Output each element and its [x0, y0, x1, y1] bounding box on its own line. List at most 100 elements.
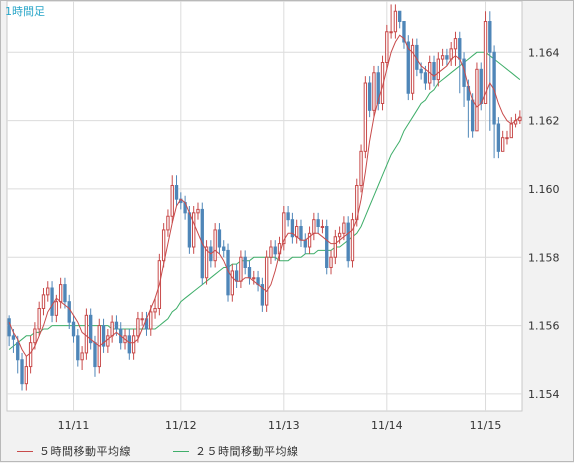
candle-body	[161, 229, 166, 262]
candle	[359, 144, 363, 193]
candle	[488, 11, 492, 131]
candle	[325, 219, 329, 275]
candle	[389, 4, 393, 39]
candle	[213, 223, 217, 268]
candle-body	[196, 208, 200, 214]
candle-body	[483, 21, 488, 104]
candle-body	[329, 256, 333, 268]
candle-body	[470, 99, 475, 132]
candle-body	[307, 232, 312, 248]
candle-body	[312, 219, 316, 234]
candle	[84, 308, 89, 360]
candle	[264, 250, 269, 312]
candle	[196, 202, 200, 220]
candle-body	[337, 232, 342, 238]
candle-body	[260, 284, 265, 306]
candle	[28, 335, 33, 374]
candle	[80, 346, 84, 370]
candle	[166, 209, 170, 237]
candle	[260, 277, 265, 312]
candle	[367, 76, 372, 118]
legend-item-ma5: ５時間移動平均線	[17, 443, 131, 459]
candle	[436, 52, 440, 87]
candle-body	[230, 270, 234, 296]
candle-body	[7, 318, 11, 337]
legend-item-ma25: ２５時間移動平均線	[173, 443, 299, 459]
candle-body	[252, 277, 256, 280]
candle-body	[247, 267, 252, 279]
candle	[37, 301, 41, 336]
candle	[161, 223, 166, 268]
candle-body	[440, 55, 445, 60]
candle	[170, 175, 174, 224]
y-tick-label: 1.160	[528, 183, 560, 196]
candle-body	[432, 62, 436, 81]
candle	[16, 335, 20, 374]
candle-body	[367, 82, 372, 111]
ma25-polyline	[8, 51, 521, 350]
candle	[398, 10, 402, 29]
candle-body	[269, 246, 273, 258]
candle	[140, 311, 144, 326]
candle-body	[204, 246, 209, 279]
legend-label-ma25: ２５時間移動平均線	[195, 445, 299, 458]
y-tick-label: 1.154	[528, 388, 560, 401]
candle-body	[402, 21, 406, 43]
timeframe-label: 1時間足	[5, 5, 45, 18]
candle-body	[41, 294, 46, 310]
candle	[410, 38, 415, 101]
y-tick-label: 1.156	[528, 320, 560, 333]
candle-body	[136, 318, 140, 337]
candle-body	[505, 137, 509, 140]
candle	[217, 223, 222, 254]
legend-label-ma5: ５時間移動平均線	[39, 445, 131, 458]
candle-body	[295, 226, 299, 238]
candle	[475, 62, 479, 132]
candle-body	[385, 31, 389, 63]
candle-body	[239, 256, 243, 282]
candle-body	[372, 72, 376, 111]
candle	[363, 76, 368, 159]
candle-body	[170, 185, 174, 217]
candle	[350, 212, 355, 268]
candle-body	[217, 229, 222, 248]
candle-body	[187, 212, 192, 248]
candle-body	[475, 68, 479, 132]
candle-body	[320, 226, 325, 228]
candle-body	[496, 123, 501, 152]
candle-body	[20, 359, 24, 385]
candle	[127, 329, 131, 360]
candle-body	[509, 123, 513, 139]
candle-body	[127, 335, 131, 354]
candle-body	[222, 246, 226, 251]
candle-body	[153, 308, 157, 313]
candle	[76, 329, 80, 367]
x-axis: 11/11 11/12 11/13 11/14 11/15	[58, 419, 502, 432]
x-tick-label: 11/12	[165, 419, 197, 432]
candle	[320, 219, 325, 234]
candle	[71, 315, 76, 343]
candle	[204, 240, 209, 285]
candle	[346, 216, 350, 268]
candle-body	[393, 10, 398, 33]
candle	[67, 294, 71, 329]
candle-body	[67, 301, 71, 323]
candle	[243, 250, 247, 275]
candle-body	[93, 342, 97, 368]
candle	[149, 305, 153, 336]
candle-body	[101, 325, 106, 347]
candle-body	[501, 137, 505, 152]
candle-body	[398, 10, 402, 22]
candle	[20, 352, 24, 391]
candle-body	[423, 72, 428, 84]
x-tick-label: 11/13	[268, 419, 300, 432]
candle-body	[389, 31, 393, 34]
candle-body	[76, 335, 80, 361]
candle	[393, 4, 398, 39]
candle	[63, 277, 67, 309]
candle-body	[273, 246, 277, 255]
candle-body	[114, 321, 119, 330]
candle-body	[350, 219, 355, 262]
candle-body	[50, 287, 54, 316]
